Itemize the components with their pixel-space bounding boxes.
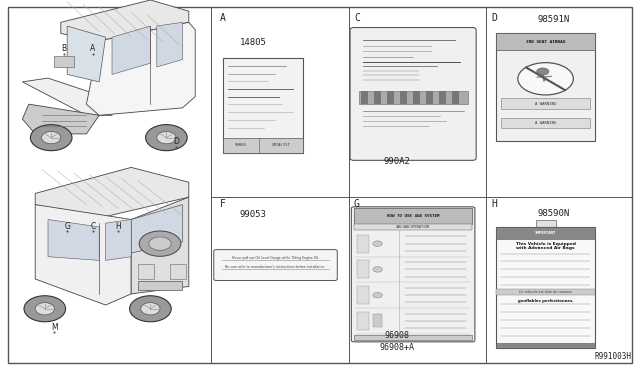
Text: 96908
96908+A: 96908 96908+A [380, 331, 414, 352]
Polygon shape [22, 104, 99, 134]
Bar [170, 264, 186, 279]
Bar [354, 335, 472, 340]
Bar [496, 289, 595, 295]
Polygon shape [131, 205, 182, 253]
Ellipse shape [129, 296, 172, 322]
Text: CATALYST: CATALYST [271, 144, 291, 147]
Text: B: B [61, 44, 67, 53]
Bar [358, 286, 369, 304]
Text: 99053: 99053 [239, 211, 266, 219]
Text: Be sure refer to manufacturer's instructions before installation.: Be sure refer to manufacturer's instruct… [225, 265, 326, 269]
FancyBboxPatch shape [351, 207, 475, 342]
Bar [496, 33, 595, 50]
Text: gonflables perfectionnes.: gonflables perfectionnes. [518, 299, 573, 303]
Text: IMPORTANT: IMPORTANT [535, 231, 556, 235]
Polygon shape [112, 26, 150, 74]
Ellipse shape [35, 303, 54, 315]
Ellipse shape [141, 303, 160, 315]
Text: G: G [354, 199, 360, 209]
Bar [536, 219, 556, 227]
Text: HOW TO USE 4WD SYSTEM: HOW TO USE 4WD SYSTEM [387, 214, 440, 218]
Text: D: D [491, 13, 497, 23]
Bar [501, 98, 590, 109]
Bar [413, 92, 420, 104]
Bar [496, 33, 595, 141]
Text: H: H [116, 222, 121, 231]
Text: Never pull out Oil Level Gauge while Tilting Engine Oil.: Never pull out Oil Level Gauge while Til… [232, 256, 319, 260]
Text: C: C [354, 13, 360, 23]
Bar [358, 260, 369, 278]
Ellipse shape [31, 125, 72, 151]
Bar [138, 264, 154, 279]
Circle shape [373, 241, 382, 246]
Text: 14805: 14805 [239, 38, 266, 46]
Bar [223, 138, 303, 153]
Text: 2WD/4WD/OPERATION: 2WD/4WD/OPERATION [396, 225, 430, 229]
Text: 98590N: 98590N [538, 209, 570, 218]
Bar [358, 235, 369, 253]
Polygon shape [157, 22, 182, 67]
Polygon shape [22, 78, 112, 115]
Text: 990A2: 990A2 [383, 157, 410, 166]
Text: with Advanced Air Bags: with Advanced Air Bags [516, 246, 575, 250]
Text: Ce vehicule est dote de coussins: Ce vehicule est dote de coussins [519, 289, 572, 294]
Text: A: A [90, 44, 95, 53]
Text: G: G [64, 222, 70, 231]
Bar [354, 208, 472, 224]
Bar [374, 92, 381, 104]
Polygon shape [35, 205, 131, 305]
FancyBboxPatch shape [214, 250, 337, 280]
Bar [373, 314, 382, 327]
Bar [223, 58, 303, 153]
Polygon shape [86, 22, 195, 115]
Ellipse shape [149, 237, 172, 250]
Polygon shape [35, 167, 189, 219]
Text: H: H [491, 199, 497, 209]
Text: A WARNING: A WARNING [535, 121, 556, 125]
Bar [358, 92, 468, 104]
Ellipse shape [42, 132, 61, 144]
Text: D: D [173, 137, 179, 146]
Text: A WARNING: A WARNING [535, 102, 556, 106]
Text: 99000: 99000 [234, 144, 246, 147]
Polygon shape [54, 56, 74, 67]
Polygon shape [131, 197, 189, 294]
Ellipse shape [24, 296, 66, 322]
Bar [496, 343, 595, 348]
Circle shape [373, 267, 382, 272]
Ellipse shape [140, 231, 181, 256]
Bar [426, 92, 433, 104]
Circle shape [373, 292, 382, 298]
Bar [452, 92, 459, 104]
Text: C: C [90, 222, 95, 231]
Polygon shape [61, 0, 189, 41]
Bar [501, 118, 590, 128]
Text: M: M [51, 323, 58, 332]
Bar [387, 92, 394, 104]
Text: F: F [220, 199, 225, 209]
Text: 3RD SEAT AIRBAG: 3RD SEAT AIRBAG [526, 39, 565, 44]
Bar [400, 92, 406, 104]
Circle shape [518, 62, 573, 95]
Text: 98591N: 98591N [538, 15, 570, 24]
Bar [496, 227, 595, 239]
Ellipse shape [146, 125, 188, 151]
Polygon shape [106, 219, 131, 260]
FancyBboxPatch shape [350, 28, 476, 160]
Bar [496, 227, 595, 348]
Bar [358, 312, 369, 330]
Polygon shape [67, 26, 106, 82]
Circle shape [537, 68, 549, 75]
Bar [361, 92, 367, 104]
Text: A: A [220, 13, 225, 23]
Text: R991003H: R991003H [595, 352, 632, 361]
Bar [354, 224, 472, 230]
Text: This Vehicle is Equipped: This Vehicle is Equipped [516, 242, 575, 246]
Polygon shape [48, 219, 99, 260]
Bar [439, 92, 445, 104]
Ellipse shape [157, 132, 176, 144]
Bar [138, 281, 182, 290]
